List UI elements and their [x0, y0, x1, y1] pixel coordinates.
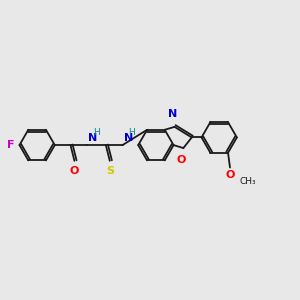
Text: CH₃: CH₃ — [240, 177, 256, 186]
Text: F: F — [7, 140, 15, 150]
Text: N: N — [88, 133, 98, 143]
Text: O: O — [225, 170, 235, 180]
Text: H: H — [128, 128, 135, 137]
Text: N: N — [124, 133, 133, 143]
Text: O: O — [70, 166, 79, 176]
Text: N: N — [168, 109, 177, 119]
Text: H: H — [93, 128, 100, 137]
Text: O: O — [177, 155, 186, 165]
Text: S: S — [106, 166, 114, 176]
